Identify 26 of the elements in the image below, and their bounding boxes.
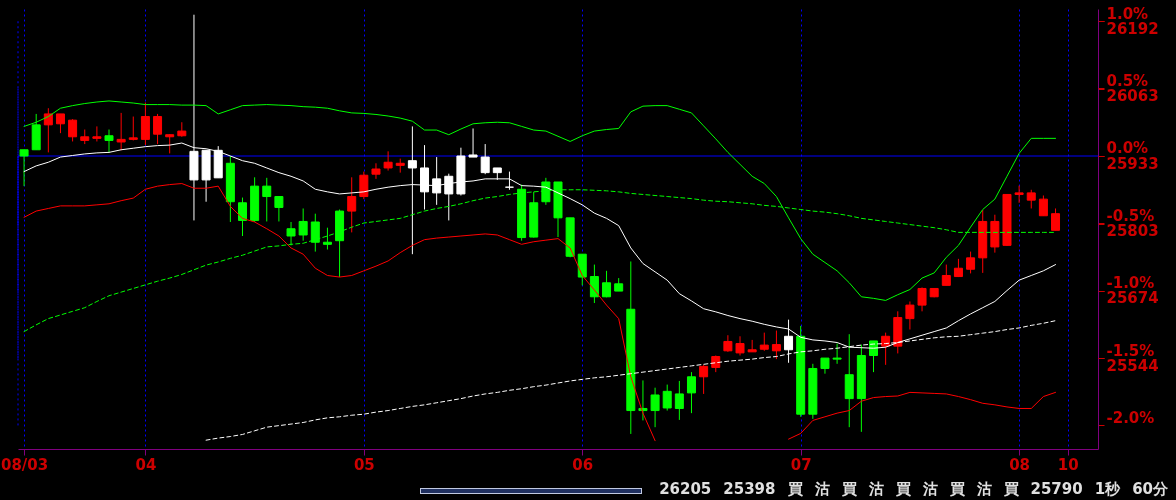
x-tick-label: 08/03 (0, 455, 49, 474)
y-tick-label: 26063 (1106, 86, 1159, 105)
text: 買 (841, 480, 857, 499)
text: 60分 (1132, 480, 1168, 499)
text: 沽 (868, 480, 884, 499)
text: 買 (1003, 480, 1019, 499)
y-tick-label: 25674 (1106, 289, 1159, 308)
text: 沽 (976, 480, 992, 499)
text: 買 (787, 480, 803, 499)
x-tick-label: 06 (572, 455, 594, 474)
text: 沽 (922, 480, 938, 499)
text: 買 (949, 480, 965, 499)
text: 25398 (723, 480, 776, 499)
x-tick-label: 07 (790, 455, 812, 474)
y-tick-label: 25803 (1106, 222, 1159, 241)
text: 沽 (814, 480, 830, 499)
y2-tick-label: -2.0% (1106, 408, 1155, 427)
text: 25790 (1030, 480, 1083, 499)
x-tick-label: 05 (353, 455, 375, 474)
text: 1秒 (1094, 480, 1121, 499)
text: 買 (895, 480, 911, 499)
y2-tick-label: -0.5% (1106, 206, 1155, 225)
text: 26205 (659, 480, 712, 499)
x-tick-label: 10 (1057, 455, 1079, 474)
x-tick-label: 08 (1009, 455, 1031, 474)
x-tick-label: 04 (135, 455, 157, 474)
